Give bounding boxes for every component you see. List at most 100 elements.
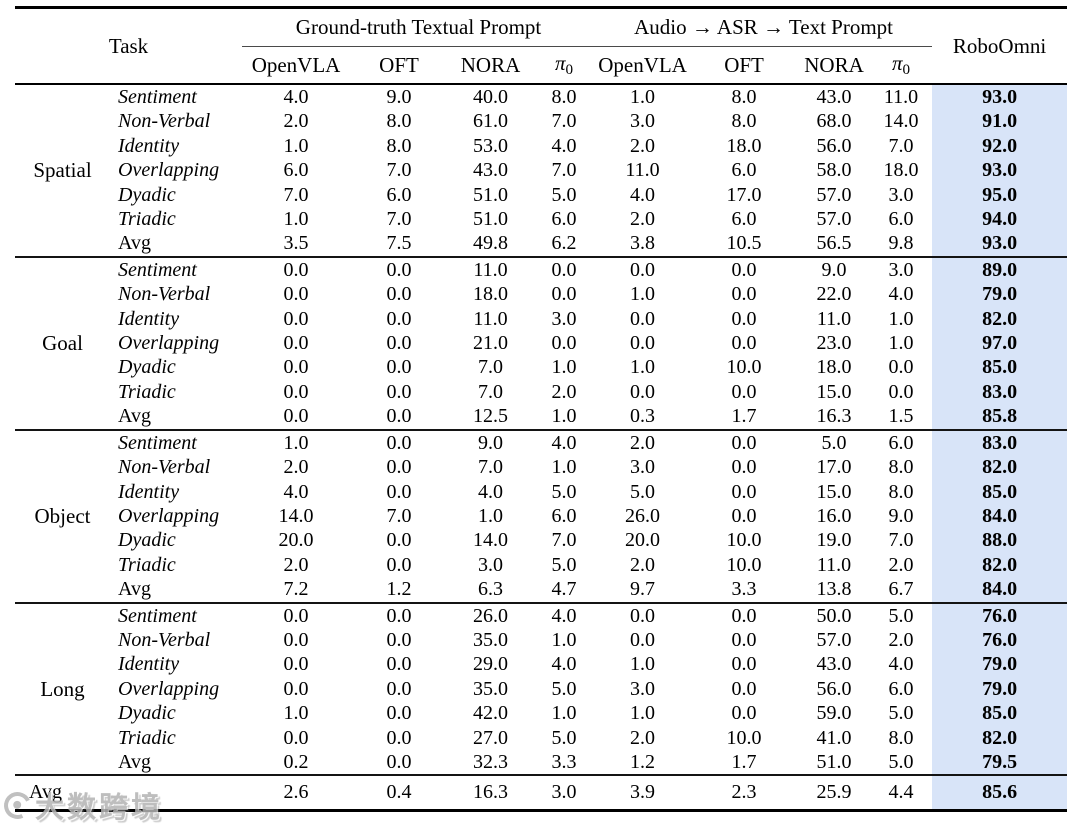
gt-value-cell: 32.3 (473, 750, 509, 773)
gt-value-cell: 0.0 (386, 604, 412, 627)
gt-value-cell: 49.8 (473, 232, 509, 255)
asr-value-cell: 1.0 (630, 653, 656, 676)
asr-value-cell: 58.0 (816, 159, 852, 182)
gt-value-cell: 6.3 (478, 578, 504, 601)
gt-value-cell: 3.0 (478, 553, 504, 576)
asr-value-cell: 6.7 (888, 578, 914, 601)
gt-value-cell: 1.0 (283, 431, 309, 454)
asr-value-cell: 2.0 (630, 431, 656, 454)
asr-value-cell: 1.2 (630, 750, 656, 773)
asr-value-cell: 3.0 (888, 183, 914, 206)
subtask-label: Dyadic (118, 702, 176, 725)
gt-value-cell: 6.0 (551, 208, 577, 231)
gt-value-cell: 0.0 (386, 529, 412, 552)
asr-value-cell: 4.0 (888, 283, 914, 306)
gt-value-cell: 0.0 (551, 258, 577, 281)
asr-value-cell: 1.7 (731, 750, 757, 773)
gt-value-cell: 0.0 (283, 356, 309, 379)
subtask-label: Triadic (118, 208, 176, 231)
table-row: Triadic 2.0 0.0 3.0 5.0 2.0 10.0 11.0 2.0 82.0 (15, 552, 1068, 578)
gt-value-cell: 6.0 (386, 183, 412, 206)
table-row: Dyadic 1.0 0.0 42.0 1.0 1.0 0.0 59.0 5.0 85.0 (15, 701, 1068, 726)
asr-value-cell: 0.0 (731, 258, 757, 281)
subtask-label: Dyadic (118, 356, 176, 379)
subtask-label: Non-Verbal (118, 283, 211, 306)
asr-value-cell: 3.0 (630, 677, 656, 700)
gt-value-cell: 4.0 (551, 134, 577, 157)
table-row: Dyadic 20.0 0.0 14.0 7.0 20.0 10.0 19.0 7.0 88.0 (15, 528, 1068, 553)
header-asr-oft: OFT (724, 52, 764, 77)
header-group-ground-truth: Ground-truth Textual Prompt (242, 7, 596, 47)
asr-value-cell: 16.3 (816, 405, 852, 428)
table-row: Triadic 0.0 0.0 7.0 2.0 0.0 0.0 15.0 0.0 83.0 (15, 379, 1068, 405)
asr-value-cell: 10.0 (726, 553, 762, 576)
subtask-label: Triadic (118, 726, 176, 749)
roboomni-value-cell: 76.0 (932, 602, 1068, 628)
subtask-label: Identity (118, 480, 180, 503)
gt-value-cell: 0.0 (386, 456, 412, 479)
table-row: Identity 1.0 8.0 53.0 4.0 2.0 18.0 56.0 7.0 92.0 (15, 133, 1068, 159)
asr-value-cell: 2.0 (888, 628, 914, 651)
asr-value-cell: 0.0 (630, 380, 656, 403)
results-table-wrap: Task Ground-truth Textual Prompt Audio →… (15, 6, 1068, 813)
asr-value-cell: 11.0 (883, 86, 919, 108)
header-gt-openvla: OpenVLA (251, 52, 341, 77)
asr-value-cell: 10.0 (726, 529, 762, 552)
subtask-label: Overlapping (118, 504, 220, 527)
asr-value-cell: 9.7 (630, 578, 656, 601)
asr-value-cell: 26.0 (625, 504, 661, 527)
asr-value-cell: 18.0 (883, 159, 919, 182)
asr-value-cell: 2.0 (630, 726, 656, 749)
table-header: Task Ground-truth Textual Prompt Audio →… (15, 7, 1068, 84)
asr-value-cell: 3.3 (731, 578, 757, 601)
gt-value-cell: 20.0 (278, 529, 314, 552)
subtask-label: Identity (118, 653, 180, 676)
gt-value-cell: 0.0 (386, 283, 412, 306)
asr-value-cell: 11.0 (816, 553, 852, 576)
asr-value-cell: 17.0 (816, 456, 852, 479)
asr-value-cell: 10.5 (726, 232, 762, 255)
table-row: Avg 7.2 1.2 6.3 4.7 9.7 3.3 13.8 6.7 84.0 (15, 577, 1068, 603)
gt-value-cell: 2.0 (551, 380, 577, 403)
asr-value-cell: 0.0 (630, 258, 656, 281)
gt-value-cell: 0.0 (386, 653, 412, 676)
gt-value-cell: 0.0 (283, 258, 309, 281)
asr-value-cell: 8.0 (888, 456, 914, 479)
table-row: Overlapping 14.0 7.0 1.0 6.0 26.0 0.0 16.0 9.0 84… (15, 503, 1068, 529)
asr-value-cell: 6.0 (888, 431, 914, 454)
task-group-label: Long (40, 676, 85, 701)
roboomni-value-cell: 89.0 (932, 256, 1068, 283)
gt-value-cell: 0.0 (386, 553, 412, 576)
gt-value-cell: 3.0 (551, 781, 577, 804)
gt-value-cell: 0.0 (283, 604, 309, 627)
gt-value-cell: 7.0 (478, 380, 504, 403)
gt-value-cell: 6.2 (551, 232, 577, 255)
gt-value-cell: 4.0 (551, 653, 577, 676)
header-asr-nora: NORA (804, 52, 864, 77)
roboomni-value-cell: 92.0 (932, 133, 1068, 159)
gt-value-cell: 7.5 (386, 232, 412, 255)
subtask-label: Sentiment (118, 604, 197, 627)
roboomni-value-cell: 93.0 (932, 158, 1068, 183)
asr-value-cell: 6.0 (731, 159, 757, 182)
table-row: Spatial Sentiment 4.0 9.0 40.0 8.0 1.0 8.0 43.0 1… (15, 84, 1068, 182)
gt-value-cell: 7.0 (478, 456, 504, 479)
asr-value-cell: 56.5 (816, 232, 852, 255)
gt-value-cell: 5.0 (551, 553, 577, 576)
section-object: Object Sentiment 1.0 0.0 9.0 4.0 2.0 0.0 5.0 6.0 8… (15, 429, 1068, 603)
gt-value-cell: 0.0 (283, 283, 309, 306)
asr-value-cell: 50.0 (816, 604, 852, 627)
gt-value-cell: 3.5 (283, 232, 309, 255)
asr-value-cell: 1.0 (888, 332, 914, 355)
table-row: Non-Verbal 0.0 0.0 18.0 0.0 1.0 0.0 22.0 4.0 79.0 (15, 282, 1068, 307)
asr-value-cell: 43.0 (816, 86, 852, 108)
asr-value-cell: 0.0 (731, 702, 757, 725)
gt-value-cell: 4.0 (283, 86, 309, 108)
task-group-label: Object (34, 503, 91, 528)
roboomni-value-cell: 82.0 (932, 455, 1068, 480)
roboomni-value-cell: 82.0 (932, 725, 1068, 750)
subtask-label: Non-Verbal (118, 110, 211, 133)
gt-value-cell: 7.0 (551, 529, 577, 552)
roboomni-value-cell: 76.0 (932, 627, 1068, 653)
gt-value-cell: 5.0 (551, 480, 577, 503)
